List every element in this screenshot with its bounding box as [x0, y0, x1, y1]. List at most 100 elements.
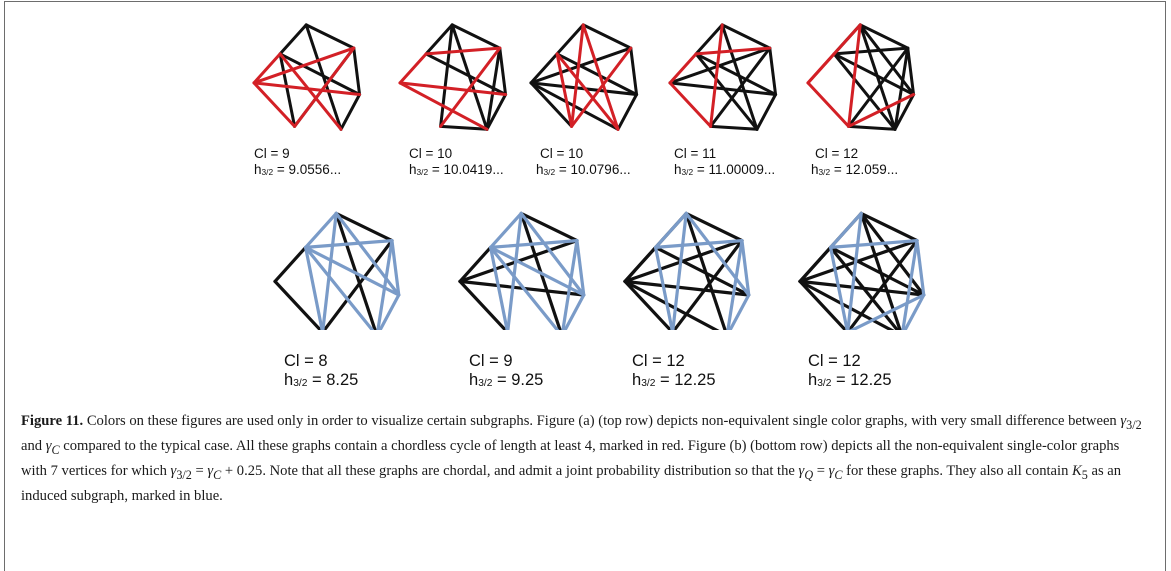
graph-edge	[653, 211, 688, 249]
graph-edge	[828, 245, 900, 330]
graph-edge	[846, 211, 863, 330]
clique-label: Cl = 12	[808, 352, 861, 370]
graph-label: Cl = 9 h3/2 = 9.0556...	[254, 146, 341, 177]
graph-edge	[709, 46, 772, 128]
graph-edge	[903, 293, 926, 330]
graph-edge	[378, 293, 401, 330]
clique-label: Cl = 9	[469, 352, 513, 370]
clique-label: Cl = 10	[540, 146, 584, 161]
graph-edge	[832, 52, 897, 131]
clique-label: Cl = 9	[254, 146, 290, 161]
figure-frame	[4, 1, 1166, 571]
graph-edge	[563, 293, 586, 330]
subscript: C	[213, 467, 222, 482]
clique-label: Cl = 12	[815, 146, 859, 161]
graph-edge	[858, 23, 916, 96]
clique-label: Cl = 12	[632, 352, 685, 370]
graph-edge	[901, 239, 919, 330]
graph-edge	[694, 52, 778, 96]
graph-edge	[498, 46, 508, 96]
graph-label: Cl = 12 h3/2 = 12.25	[808, 352, 892, 390]
graph-edge	[847, 239, 919, 330]
graph-edge	[489, 211, 523, 249]
entropy-label: h3/2 = 10.0796...	[536, 161, 631, 177]
graph-edge	[252, 52, 282, 85]
graph-edge	[671, 211, 688, 330]
graph-edge	[768, 46, 778, 96]
graph-edge	[581, 23, 620, 131]
caption-text: as an induced subgraph, marked in blue.	[21, 462, 1122, 504]
graph-label: Cl = 12 h3/2 = 12.25	[632, 352, 716, 390]
graph-edge	[489, 245, 509, 330]
graph-edge	[555, 52, 574, 128]
gamma-symbol: γ	[1120, 413, 1127, 429]
graph-edge	[828, 239, 919, 249]
clique-label: Cl = 8	[284, 352, 328, 370]
graph-edge	[450, 23, 489, 131]
k-symbol: K	[1072, 462, 1082, 479]
graph-edge	[304, 211, 338, 249]
graph-edge	[672, 239, 744, 330]
graph-edge	[629, 46, 639, 96]
equals-sign: =	[191, 462, 208, 479]
graph-edge	[709, 124, 759, 131]
graph-edge	[529, 81, 574, 128]
graph-edge	[668, 52, 698, 85]
entropy-label: h3/2 = 9.0556...	[254, 161, 342, 177]
caption-text: compared to the typical case. All these …	[21, 437, 1120, 479]
graph-edge	[252, 81, 297, 128]
graph-edge	[304, 239, 394, 249]
graph-edge	[623, 279, 751, 297]
clique-label: Cl = 10	[409, 146, 453, 161]
graph-edge	[450, 23, 502, 50]
graph-edge	[252, 46, 356, 85]
graph-edge	[847, 23, 862, 128]
graph-edge	[806, 81, 851, 128]
graph-label: Cl = 9 h3/2 = 9.25	[469, 352, 543, 390]
graph-edge	[561, 239, 579, 330]
graph-edge	[334, 211, 401, 297]
graph-label: Cl = 11 h3/2 = 11.00009...	[674, 146, 775, 177]
graph-panel	[252, 23, 926, 330]
entropy-label: h3/2 = 9.25	[469, 370, 544, 389]
graph-edge	[555, 52, 620, 131]
entropy-label: h3/2 = 12.25	[808, 370, 892, 389]
graph-edge	[720, 23, 772, 50]
subscript: Q	[804, 467, 814, 482]
equals-sign: =	[813, 462, 829, 479]
graph-edge	[304, 245, 375, 330]
graph-edge	[398, 81, 508, 96]
graph-edge	[489, 245, 560, 330]
graph-edge	[653, 239, 744, 249]
graph-edge	[828, 211, 863, 249]
clique-label: Cl = 11	[674, 146, 717, 161]
graph-edge	[847, 93, 916, 128]
graph-edge	[740, 239, 751, 297]
graph-edge	[859, 211, 926, 297]
subscript: C	[51, 442, 60, 457]
graph-edge	[273, 245, 308, 283]
graph-edge	[439, 23, 454, 128]
caption-text: Colors on these figures are used only in…	[83, 413, 1121, 429]
graph-edge	[575, 239, 586, 297]
graph-edge	[798, 279, 848, 330]
graph-edge	[848, 293, 926, 330]
caption-text: . Note that all these graphs are chordal…	[262, 462, 799, 479]
subscript: 3/2	[1126, 417, 1142, 432]
graph-edge	[915, 239, 926, 297]
gamma-symbol: γ	[207, 462, 214, 479]
graph-edge	[506, 211, 523, 330]
graph-edge	[334, 211, 394, 243]
graph-edge	[684, 211, 751, 297]
graph-edge	[858, 23, 910, 50]
subscript: 5	[1081, 467, 1088, 482]
graph-edge	[828, 245, 849, 330]
graph-edge	[458, 245, 493, 283]
entropy-label: h3/2 = 12.25	[632, 370, 716, 389]
graph-edge	[709, 23, 724, 128]
graph-edge	[278, 52, 297, 128]
equation-tail: + 0.25	[221, 462, 263, 479]
graph-edge	[424, 46, 502, 56]
graph-edge	[352, 46, 362, 96]
graph-edge	[728, 293, 751, 330]
